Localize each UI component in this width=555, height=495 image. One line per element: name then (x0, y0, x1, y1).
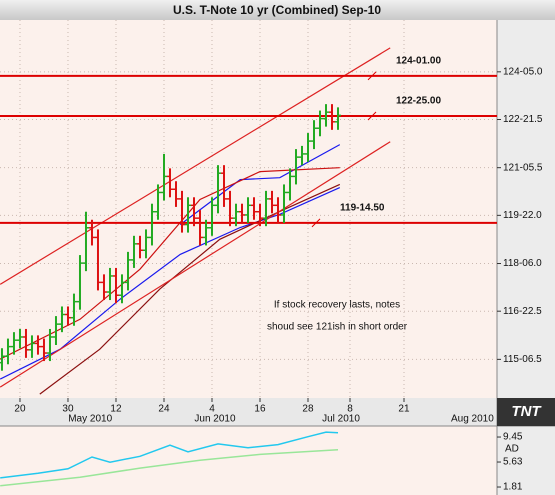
indicator-area (0, 426, 497, 495)
month-label: Aug 2010 (451, 414, 494, 425)
level-pointer (367, 111, 377, 121)
chart-title: U.S. T-Note 10 yr (Combined) Sep-10 (173, 3, 381, 17)
y-tick-label: 121-05.5 (503, 162, 543, 173)
level-label: 124-01.00 (396, 55, 441, 66)
level-pointer (311, 218, 321, 228)
overlay-line (39, 183, 341, 395)
y-tick-label: 122-21.5 (503, 114, 543, 125)
y-tick-label: 124-05.0 (503, 66, 543, 77)
month-label: May 2010 (68, 414, 112, 425)
level-label: 122-25.00 (396, 96, 441, 107)
y-tick-label: 116-22.5 (503, 306, 542, 317)
annotation: If stock recovery lasts, notes (274, 300, 400, 311)
month-label: Jun 2010 (194, 414, 236, 425)
y-tick-label: 5.63 (503, 457, 523, 468)
x-tick-label: 20 (14, 404, 26, 415)
y-tick-label: 119-22.0 (503, 210, 542, 221)
overlay-line (179, 144, 341, 226)
level-pointer (367, 71, 377, 81)
overlay-line (0, 47, 391, 285)
x-tick-label: 8 (347, 404, 353, 415)
x-tick-label: 21 (398, 404, 410, 415)
annotation: shoud see 121ish in short order (267, 322, 408, 333)
y-tick-label: 118-06.0 (503, 258, 542, 269)
logo: TNT (511, 403, 542, 420)
x-tick-label: 30 (62, 404, 74, 415)
y-tick-label: 1.81 (503, 482, 523, 493)
overlay-line (0, 141, 391, 388)
x-tick-label: 24 (158, 404, 170, 415)
logo-box (497, 398, 555, 426)
y-tick-label: 115-06.5 (503, 354, 542, 365)
x-tick-label: 12 (110, 404, 122, 415)
indicator-line (0, 431, 339, 479)
overlay-line (0, 167, 340, 360)
indicator-line (0, 449, 339, 487)
month-label: Jul 2010 (322, 414, 360, 425)
x-axis (0, 398, 497, 426)
header (0, 0, 555, 20)
level-label: 119-14.50 (340, 203, 385, 214)
x-tick-label: 4 (209, 404, 215, 415)
y-tick-label: 9.45 (503, 432, 523, 443)
x-tick-label: 28 (302, 404, 314, 415)
x-tick-label: 16 (254, 404, 266, 415)
legend-label: AD (505, 444, 519, 455)
